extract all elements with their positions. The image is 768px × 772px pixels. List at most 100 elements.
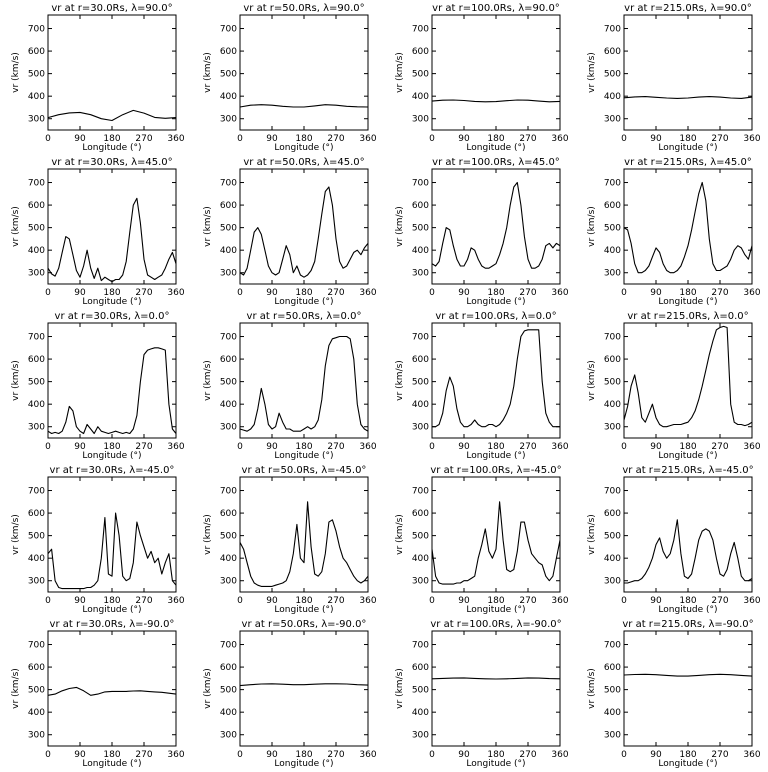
x-axis-label: Longitude (°) [274, 759, 333, 768]
plot-frame [47, 168, 177, 285]
x-tick-label: 360 [167, 134, 184, 144]
plot-frame [431, 630, 561, 747]
y-tick-label: 700 [604, 487, 621, 497]
y-tick-label: 600 [604, 663, 621, 673]
y-axis-label: vr (km/s) [395, 52, 405, 93]
x-tick-label: 270 [135, 442, 152, 452]
y-tick-label: 300 [604, 577, 621, 587]
series-line [47, 347, 177, 435]
x-tick-label: 360 [743, 288, 760, 298]
y-tick-label: 500 [28, 532, 45, 542]
series-line [239, 501, 369, 587]
x-tick-label: 180 [679, 442, 696, 452]
panel-4-1: vr at r=30.0Rs, λ=-45.0° 0 90 180 270 360 300 4… [11, 465, 185, 615]
series-line [47, 512, 177, 590]
y-tick-label: 600 [28, 509, 45, 519]
x-tick-label: 0 [237, 750, 243, 760]
y-axis-label: vr (km/s) [11, 514, 21, 555]
x-tick-label: 180 [679, 750, 696, 760]
y-tick-label: 400 [412, 246, 429, 256]
x-tick-label: 0 [429, 442, 435, 452]
y-tick-label: 500 [604, 70, 621, 80]
x-tick-label: 360 [743, 442, 760, 452]
y-tick-label: 300 [604, 423, 621, 433]
y-tick-label: 500 [604, 532, 621, 542]
panel-title: vr at r=30.0Rs, λ=45.0° [51, 157, 172, 168]
panel-1-3: vr at r=100.0Rs, λ=90.0° 0 90 180 270 360 300 4… [395, 3, 569, 153]
x-tick-label: 90 [650, 134, 662, 144]
x-axis-label: Longitude (°) [82, 143, 141, 153]
x-axis-label: Longitude (°) [82, 297, 141, 307]
x-tick-label: 90 [266, 750, 278, 760]
panel-2-1: vr at r=30.0Rs, λ=45.0° 0 90 180 270 360 300 40… [11, 157, 185, 307]
x-tick-label: 180 [679, 288, 696, 298]
x-tick-label: 0 [45, 750, 51, 760]
y-tick-label: 700 [412, 25, 429, 35]
panel-5-3: vr at r=100.0Rs, λ=-90.0° 0 90 180 270 360 300… [395, 619, 569, 769]
x-tick-label: 90 [650, 442, 662, 452]
plot-frame [239, 630, 369, 747]
y-tick-label: 700 [28, 25, 45, 35]
y-tick-label: 300 [604, 269, 621, 279]
x-tick-label: 0 [621, 596, 627, 606]
panel-4-2: vr at r=50.0Rs, λ=-45.0° 0 90 180 270 360 300 4… [203, 465, 377, 615]
x-tick-label: 360 [359, 442, 376, 452]
y-tick-label: 700 [604, 641, 621, 651]
y-tick-label: 400 [412, 92, 429, 102]
y-tick-label: 400 [220, 708, 237, 718]
x-tick-label: 270 [519, 750, 536, 760]
y-axis-label: vr (km/s) [203, 360, 213, 401]
y-tick-label: 400 [604, 246, 621, 256]
x-tick-label: 360 [359, 750, 376, 760]
panel-title: vr at r=215.0Rs, λ=-90.0° [622, 619, 753, 630]
panel-title: vr at r=30.0Rs, λ=0.0° [55, 311, 170, 322]
x-tick-label: 270 [711, 750, 728, 760]
plot-frame [623, 322, 753, 439]
plot-frame [623, 476, 753, 593]
x-tick-label: 180 [295, 596, 312, 606]
x-tick-label: 0 [237, 288, 243, 298]
x-tick-label: 360 [743, 134, 760, 144]
x-tick-label: 270 [327, 750, 344, 760]
series-line [431, 677, 561, 680]
y-tick-label: 700 [412, 179, 429, 189]
y-tick-label: 600 [220, 509, 237, 519]
panel-title: vr at r=50.0Rs, λ=-90.0° [242, 619, 367, 630]
x-axis-label: Longitude (°) [82, 759, 141, 768]
x-tick-label: 90 [266, 442, 278, 452]
series-line [239, 186, 369, 278]
y-tick-label: 400 [28, 400, 45, 410]
series-line [623, 181, 753, 274]
x-tick-label: 90 [74, 134, 86, 144]
x-tick-label: 270 [135, 596, 152, 606]
x-tick-label: 90 [266, 134, 278, 144]
x-tick-label: 180 [295, 288, 312, 298]
y-tick-label: 600 [220, 355, 237, 365]
y-tick-label: 500 [220, 378, 237, 388]
y-tick-label: 700 [220, 333, 237, 343]
y-tick-label: 300 [220, 577, 237, 587]
x-axis-label: Longitude (°) [274, 143, 333, 153]
panel-5-1: vr at r=30.0Rs, λ=-90.0° 0 90 180 270 360 300 4… [11, 619, 185, 769]
y-tick-label: 500 [28, 224, 45, 234]
x-tick-label: 360 [167, 442, 184, 452]
y-tick-label: 500 [412, 378, 429, 388]
y-tick-label: 300 [28, 423, 45, 433]
x-axis-label: Longitude (°) [658, 297, 717, 307]
y-tick-label: 500 [604, 224, 621, 234]
x-tick-label: 0 [237, 442, 243, 452]
panel-title: vr at r=50.0Rs, λ=-45.0° [242, 465, 367, 476]
x-axis-label: Longitude (°) [274, 605, 333, 615]
panel-title: vr at r=100.0Rs, λ=-45.0° [430, 465, 561, 476]
plot-frame [623, 14, 753, 131]
y-tick-label: 500 [220, 70, 237, 80]
x-tick-label: 180 [487, 750, 504, 760]
y-tick-label: 300 [412, 577, 429, 587]
x-tick-label: 0 [621, 288, 627, 298]
x-tick-label: 0 [621, 750, 627, 760]
x-tick-label: 270 [135, 750, 152, 760]
panel-title: vr at r=215.0Rs, λ=45.0° [624, 157, 752, 168]
panel-3-3: vr at r=100.0Rs, λ=0.0° 0 90 180 270 360 300 40… [395, 311, 569, 461]
panel-title: vr at r=100.0Rs, λ=0.0° [435, 311, 556, 322]
y-axis-label: vr (km/s) [395, 360, 405, 401]
